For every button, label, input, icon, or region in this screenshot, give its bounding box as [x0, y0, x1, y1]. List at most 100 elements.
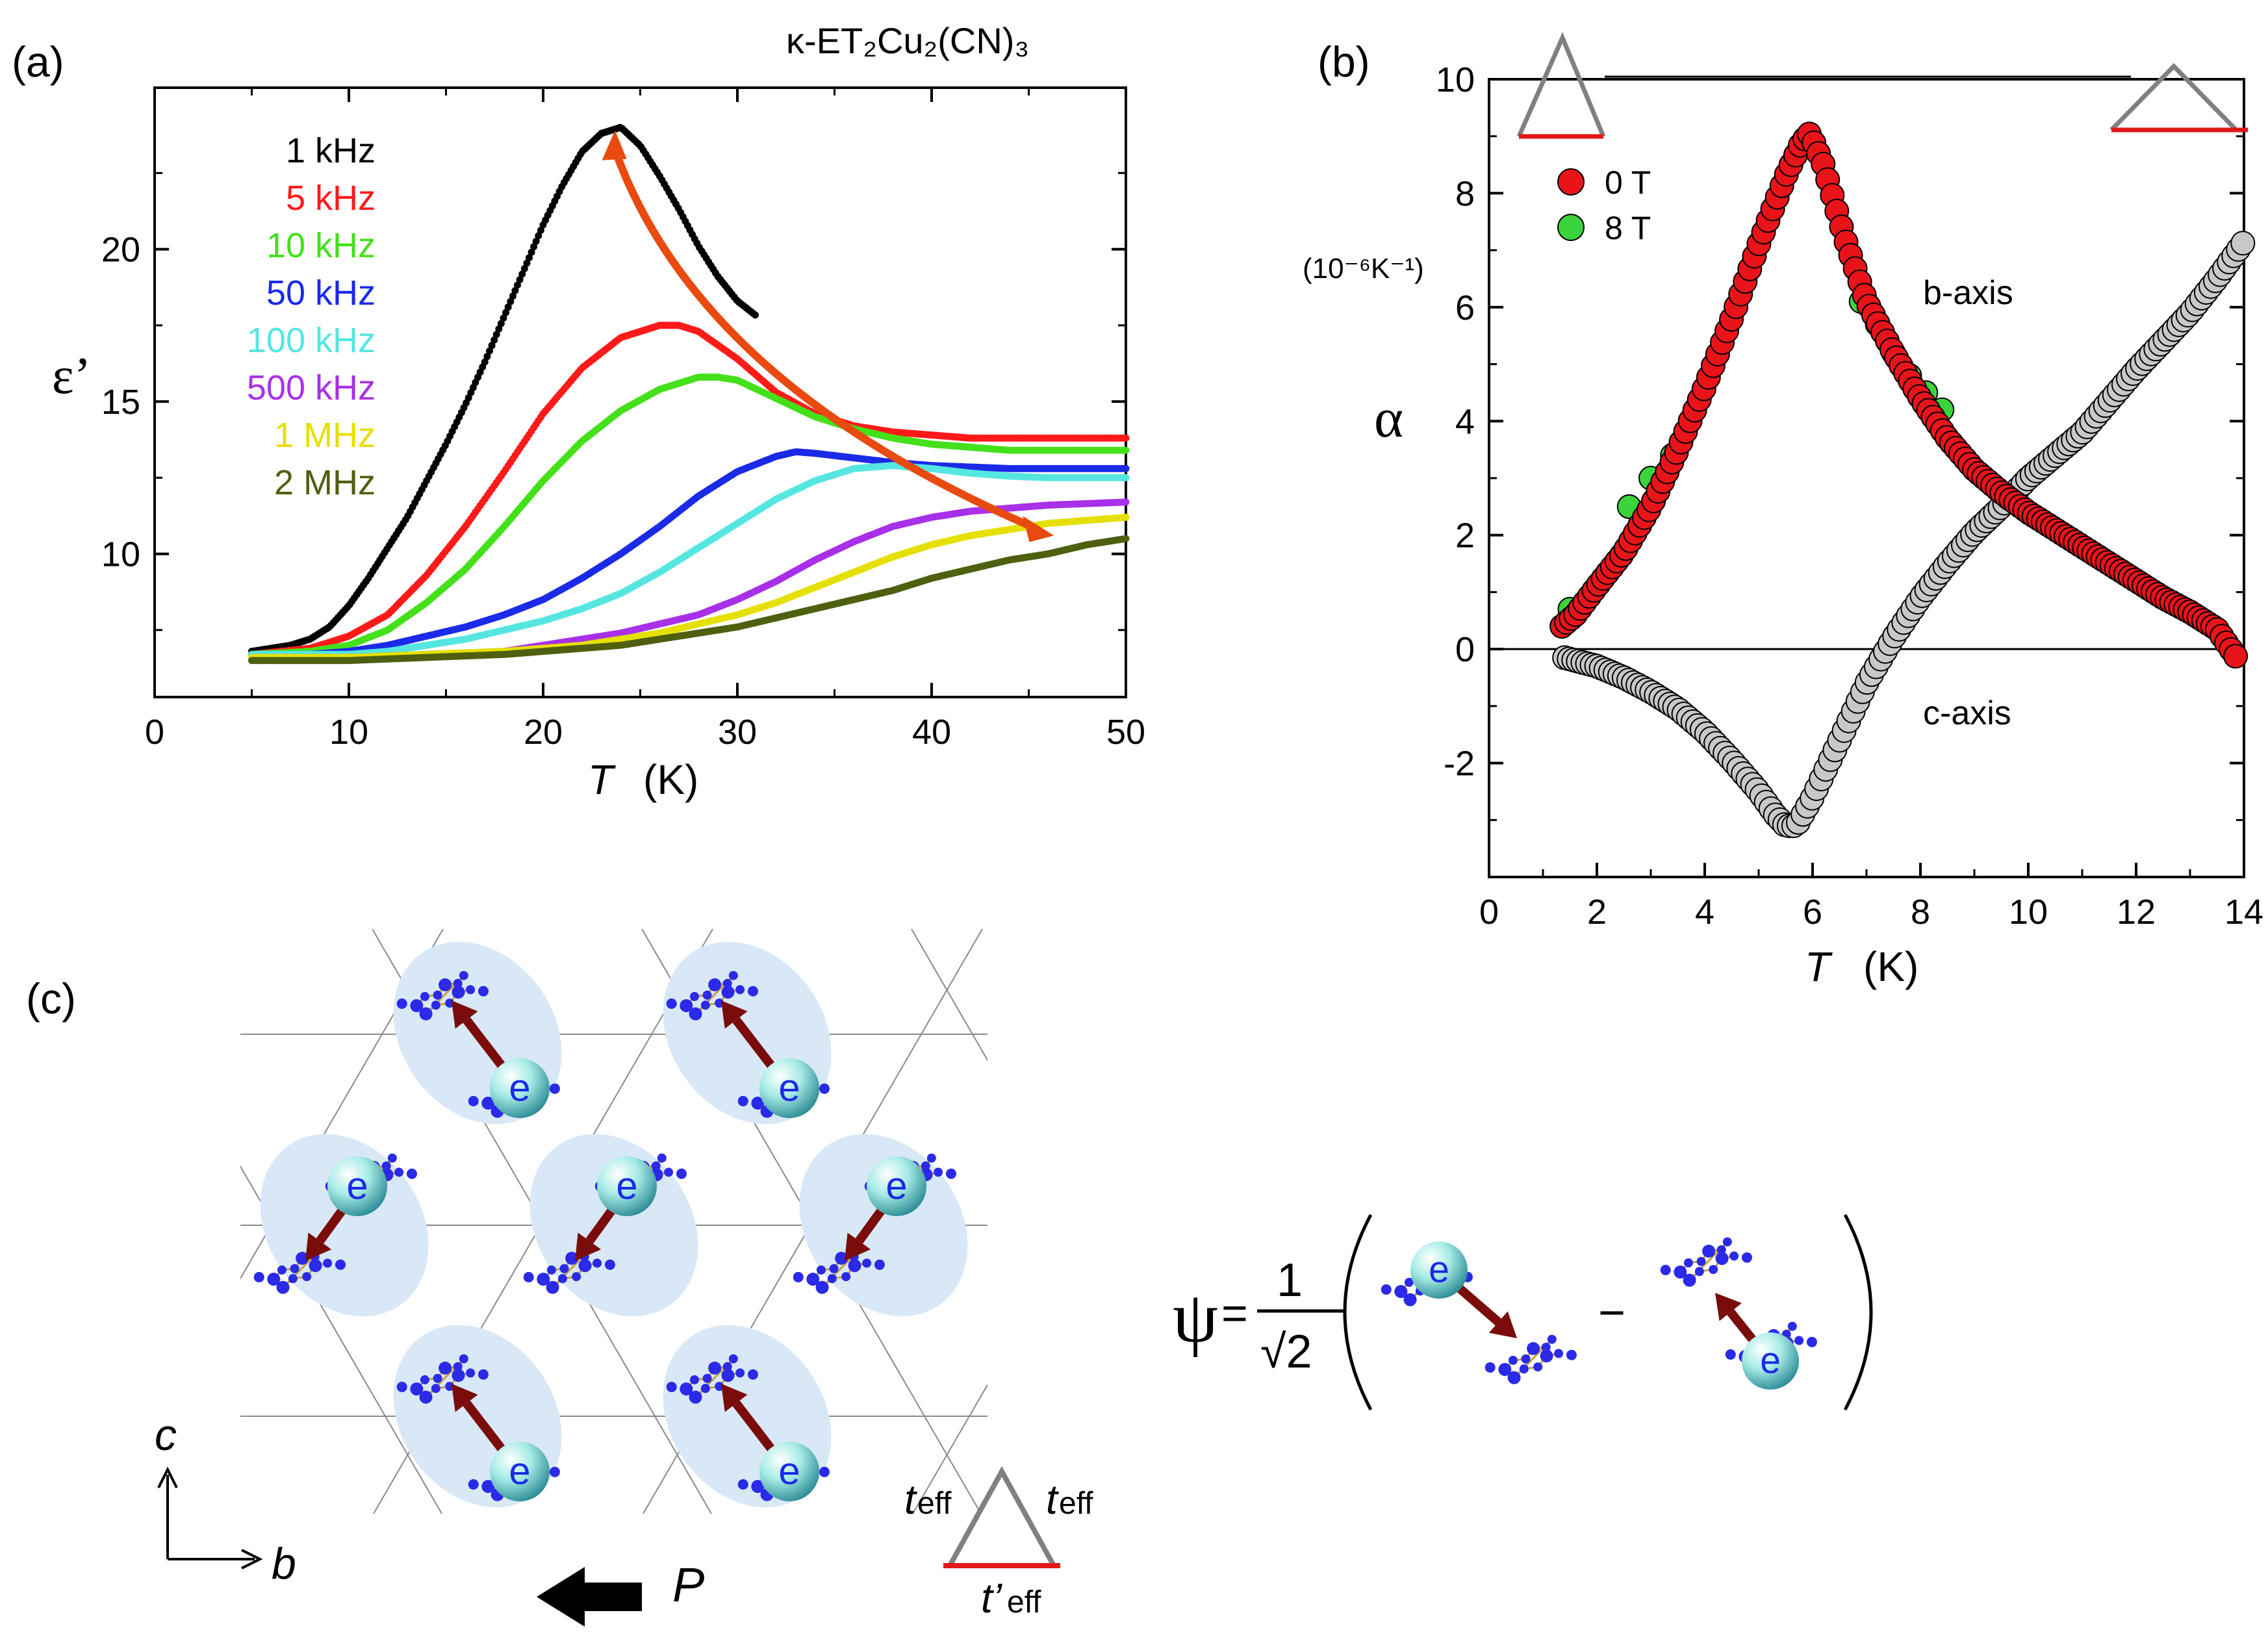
a-xtick-label: 0	[145, 713, 164, 752]
atom	[253, 1271, 264, 1282]
polarization-arrow	[537, 1567, 642, 1627]
panel-b-c-axis-label: c-axis	[1923, 694, 2011, 732]
b-ytick-label: 8	[1455, 174, 1475, 213]
panel-a-xlabel-symbol: T	[588, 756, 616, 803]
a-series-100kHz	[248, 462, 1130, 658]
t-prime-eff-t: t’	[981, 1575, 1003, 1622]
fraction-denominator: √2	[1260, 1326, 1312, 1378]
equation-dimer-first: e	[1381, 1241, 1577, 1384]
electron: e	[1742, 1332, 1799, 1390]
minus-sign: −	[1598, 1287, 1625, 1339]
crystal-axes: c b	[155, 1410, 296, 1588]
atom	[1729, 1251, 1739, 1261]
panel-b-xlabel-symbol: T	[1805, 943, 1833, 990]
a-point	[514, 281, 521, 289]
a-series-5kHz	[248, 322, 1130, 658]
a-point	[1122, 498, 1130, 506]
a-point	[507, 298, 515, 305]
axis-c-label: c	[155, 1410, 177, 1460]
electron: e	[327, 1156, 387, 1216]
a-point	[520, 265, 528, 273]
electron-label: e	[886, 1164, 907, 1207]
b-xtick-label: 14	[2224, 893, 2263, 932]
panel-b-xlabel-unit: (K)	[1863, 943, 1918, 990]
panel-a-xlabel-unit: (K)	[643, 756, 698, 803]
b-xtick-label: 10	[2009, 893, 2048, 932]
a-xtick-label: 40	[912, 713, 951, 752]
panel-a-compound-title: κ-ET₂Cu₂(CN)₃	[786, 20, 1029, 61]
a-point	[1122, 535, 1130, 542]
a-point	[518, 270, 526, 278]
b-series-c-axis	[1552, 231, 2256, 839]
right-parenthesis	[1843, 1214, 1873, 1411]
a-series-1MHz	[248, 513, 1130, 661]
wavefunction-equation: ψ = 1 √2 − e e	[1173, 1214, 1873, 1411]
et-molecule	[1660, 1237, 1752, 1287]
electron: e	[597, 1156, 657, 1216]
lattice-line	[1182, 929, 1522, 1514]
a-legend-entry: 10 kHz	[266, 226, 376, 265]
lattice-line	[1720, 929, 2059, 1514]
equals-sign: =	[1221, 1288, 1248, 1338]
b-ytick-label: -2	[1444, 744, 1475, 783]
a-point	[1122, 474, 1130, 481]
atom	[1381, 1284, 1392, 1295]
a-point	[497, 320, 505, 327]
panel-a: (a) κ-ET₂Cu₂(CN)₃ 0 10 20 30 40 50 10 15 20 ε’ T…	[12, 20, 1145, 803]
axis-b-label: b	[272, 1539, 296, 1588]
electron: e	[490, 1442, 550, 1501]
electron-label: e	[509, 1065, 530, 1109]
b-xtick-label: 4	[1695, 893, 1714, 932]
electron: e	[759, 1442, 819, 1501]
b-xtick-label: 8	[1911, 893, 1930, 932]
a-point	[535, 232, 542, 240]
a-ytick-label: 15	[101, 383, 140, 422]
electron-label: e	[778, 1449, 800, 1492]
legend-label-0T: 0 T	[1605, 164, 1651, 201]
a-ytick-label: 20	[101, 231, 140, 270]
atom	[1794, 1336, 1804, 1345]
panel-b-ylabel: α	[1374, 387, 1403, 449]
a-xtick-label: 20	[524, 713, 563, 752]
dimer-array: e e e e e e e	[253, 941, 968, 1508]
legend-marker-8T	[1557, 214, 1585, 241]
t-eff-left-t: t	[904, 1476, 917, 1523]
panel-c-label: (c)	[26, 974, 76, 1023]
atom	[1660, 1264, 1671, 1275]
panel-b-axes: 0 2 4 6 8 10 12 14 -2 0 2 4 6 8 10	[1436, 60, 2263, 932]
a-point	[486, 347, 493, 355]
a-legend-entry: 2 MHz	[274, 463, 376, 502]
panel-b-label: (b)	[1318, 38, 1370, 86]
panel-b-plot-frame	[1488, 78, 2245, 878]
a-xtick-label: 50	[1106, 713, 1145, 752]
panel-b-data	[1549, 121, 2256, 839]
a-point	[511, 286, 519, 294]
panel-a-data	[248, 123, 1130, 665]
a-point	[1122, 434, 1130, 442]
legend-label-8T: 8 T	[1605, 210, 1651, 246]
a-point	[481, 358, 489, 366]
a-point	[492, 331, 500, 338]
b-ytick-label: 6	[1455, 288, 1475, 327]
a-point	[1122, 513, 1130, 521]
b-xtick-label: 2	[1587, 893, 1607, 932]
a-point	[495, 325, 503, 333]
t-eff-left-sub: eff	[917, 1486, 952, 1521]
polarization-label: P	[672, 1558, 704, 1612]
atom	[1566, 1349, 1577, 1360]
lattice-line	[1452, 929, 1791, 1514]
equation-dimer-second: e	[1660, 1237, 1817, 1390]
a-xtick-label: 30	[718, 713, 757, 752]
a-point	[509, 292, 516, 300]
atom	[793, 1271, 804, 1282]
a-point	[504, 303, 512, 311]
electron: e	[1410, 1241, 1468, 1299]
a-point	[1122, 446, 1130, 454]
atom	[1554, 1349, 1564, 1358]
a-point	[528, 248, 535, 256]
t-prime-eff-sub: eff	[1007, 1585, 1041, 1620]
a-point	[483, 353, 491, 361]
a-point	[752, 311, 759, 319]
electron: e	[867, 1156, 926, 1216]
